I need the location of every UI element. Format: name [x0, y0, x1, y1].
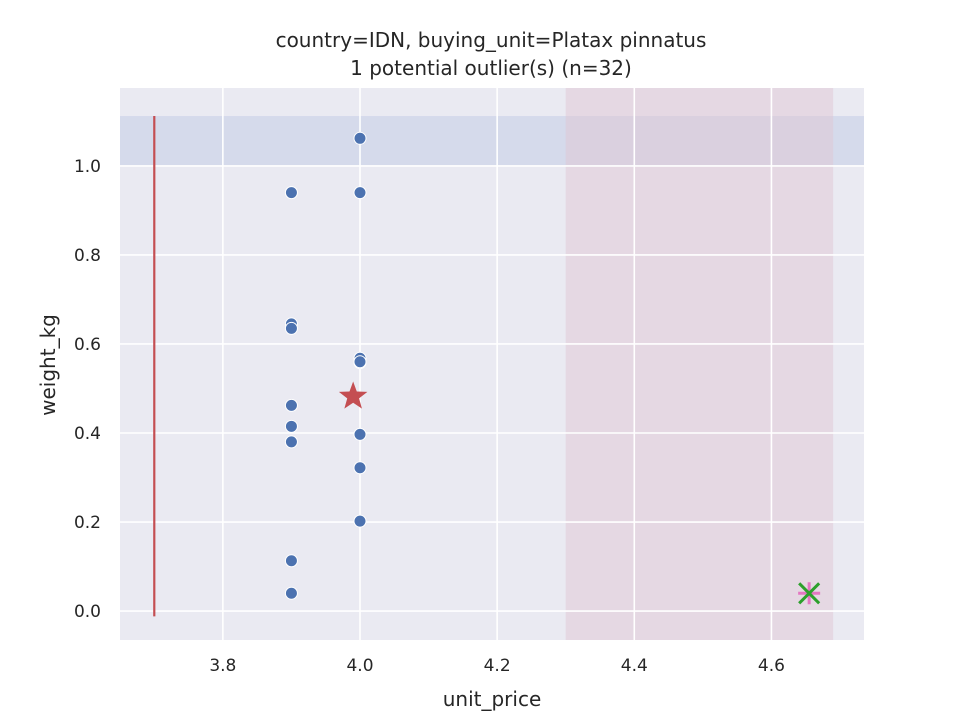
y-highlight-band [120, 116, 864, 166]
scatter-point [353, 427, 367, 441]
plot-area [120, 88, 864, 640]
x-tick-label: 4.6 [758, 656, 785, 676]
scatter-point [284, 186, 298, 200]
scatter-point [284, 398, 298, 412]
x-highlight-band [565, 88, 834, 640]
outlier-x-stroke-b [798, 582, 821, 605]
x-tick-label: 4.0 [346, 656, 373, 676]
y-tick-label: 0.4 [74, 424, 101, 444]
mean-star-marker [338, 381, 368, 409]
scatter-point [284, 586, 298, 600]
scatter-point [353, 461, 367, 475]
x-tick-label: 3.8 [209, 656, 236, 676]
scatter-point [284, 419, 298, 433]
y-tick-label: 0.8 [74, 246, 101, 266]
x-tick-label: 4.4 [621, 656, 648, 676]
chart-subtitle: 1 potential outlier(s) (n=32) [350, 56, 632, 80]
y-tick-label: 1.0 [74, 157, 101, 177]
data-marks [153, 116, 821, 617]
y-axis-ticks: 0.0 0.2 0.4 0.6 0.8 1.0 [74, 157, 101, 622]
scatter-point [284, 435, 298, 449]
scatter-point [353, 131, 367, 145]
highlight-bands [120, 88, 864, 640]
gridlines [120, 88, 864, 640]
y-tick-label: 0.0 [74, 602, 101, 622]
x-axis-label: unit_price [443, 687, 542, 711]
scatter-point [353, 514, 367, 528]
y-tick-label: 0.6 [74, 335, 101, 355]
scatter-point [284, 321, 298, 335]
y-axis-label: weight_kg [36, 314, 60, 416]
scatter-point [284, 554, 298, 568]
x-tick-label: 4.2 [484, 656, 511, 676]
scatter-point [353, 355, 367, 369]
chart-title: country=IDN, buying_unit=Platax pinnatus [276, 28, 707, 52]
outlier-marker [798, 582, 821, 605]
y-tick-label: 0.2 [74, 513, 101, 533]
x-axis-ticks: 3.8 4.0 4.2 4.4 4.6 [209, 656, 785, 676]
scatter-point [353, 186, 367, 200]
